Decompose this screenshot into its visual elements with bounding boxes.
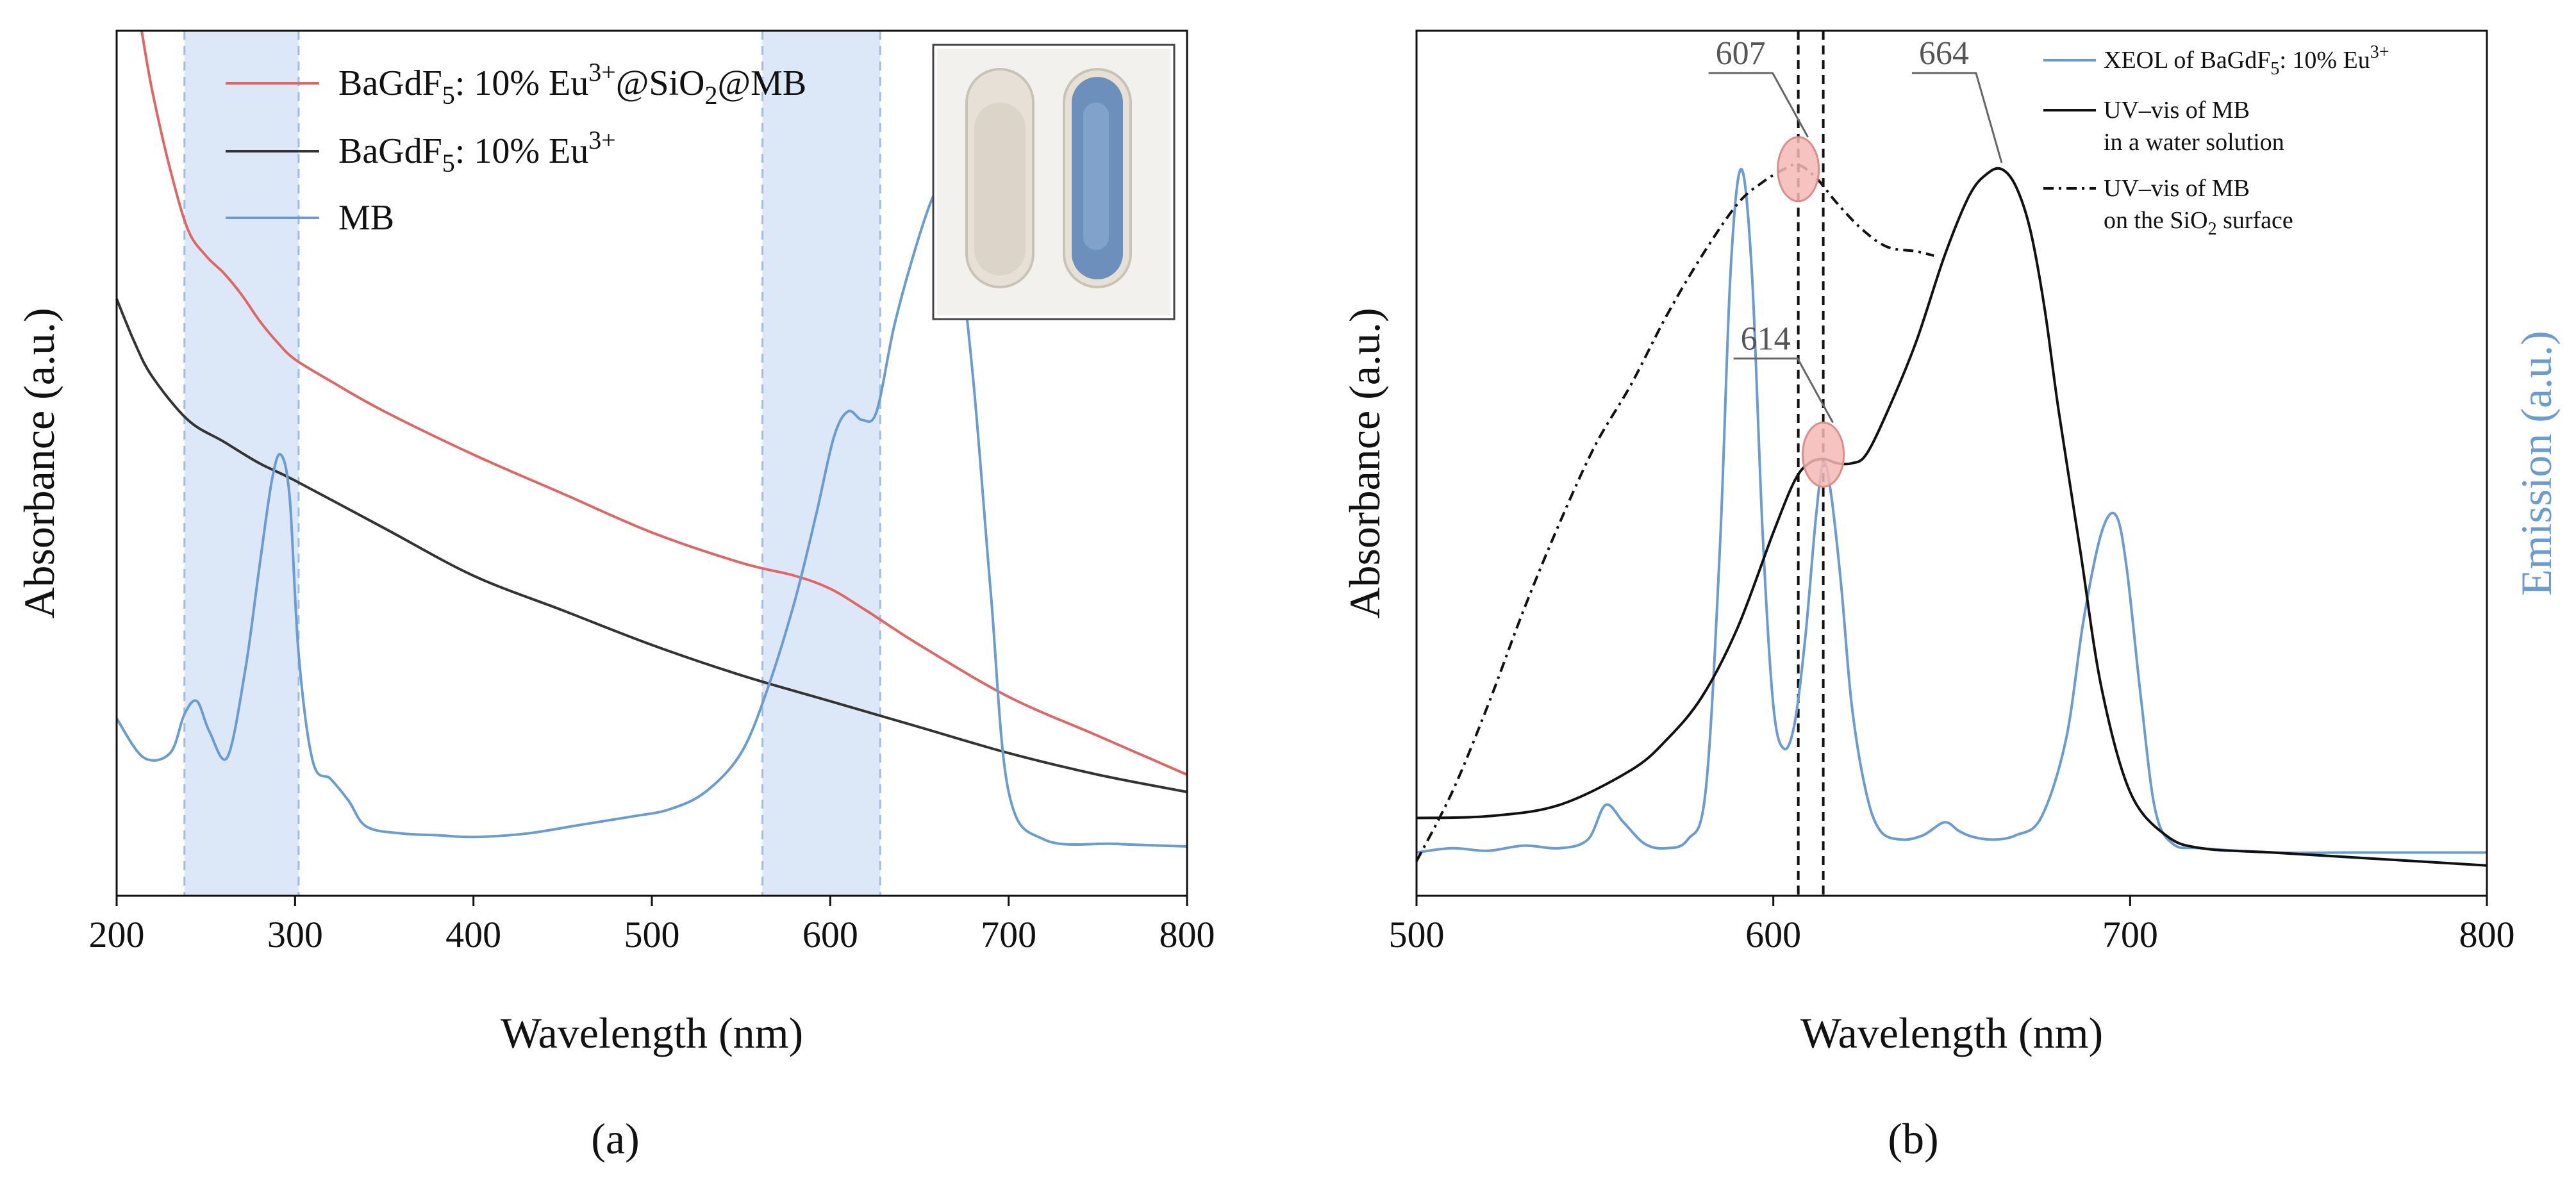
legend-label-a-2: BaGdF5: 10% Eu3+ [338, 126, 616, 177]
x-b-tick-label-500: 500 [1389, 914, 1445, 955]
plot-frame-b [1415, 29, 2488, 897]
peak-label-614: 614 [1741, 321, 1791, 358]
peak-leader-614 [1733, 358, 1834, 424]
x-a-tick-label-800: 800 [1159, 914, 1215, 955]
x-axis-label-b: Wavelength (nm) [1800, 1009, 2103, 1057]
inset-photo [932, 44, 1176, 320]
b-series-1 [1416, 168, 2487, 854]
legend-label-b-3-line2: on the SiO2 surface [2104, 207, 2293, 239]
peak-marker-614 [1802, 422, 1845, 488]
a-series-2 [115, 298, 1188, 793]
x-b-tick-label-800: 800 [2459, 914, 2515, 955]
y-axis-label-right-b: Emission (a.u.) [2512, 331, 2561, 596]
highlight-band-2 [762, 31, 881, 896]
legend-label-b-2-line1: UV–vis of MB [2104, 97, 2250, 124]
x-ticks-b: 500 600 700 800 [1389, 896, 2515, 955]
x-a-tick-label-300: 300 [267, 914, 323, 955]
peak-leader-607 [1708, 72, 1809, 138]
series-layer-b [1415, 163, 2488, 867]
panel-b: 607 614 664 500 600 700 800 XEOL of BaGdF5: 1… [1340, 29, 2561, 1163]
peak-annotations: 607 614 664 [1708, 35, 2003, 488]
peak-label-607: 607 [1716, 35, 1766, 72]
panel-label-a: (a) [591, 1114, 639, 1163]
b-series-3 [1415, 163, 1934, 862]
peak-marker-607 [1777, 136, 1820, 202]
a-series-1 [140, 30, 1188, 776]
x-axis-label-a: Wavelength (nm) [501, 1009, 803, 1057]
x-a-tick-label-700: 700 [981, 914, 1036, 955]
x-b-tick-label-700: 700 [2102, 914, 2158, 955]
x-a-tick-label-400: 400 [445, 914, 501, 955]
panel-a: 200 300 400 500 600 700 800 BaGdF5: 10% Eu3+@S… [15, 29, 1215, 1163]
legend-label-a-1: BaGdF5: 10% Eu3+@SiO2@MB [338, 58, 806, 110]
legend-label-b-3-line1: UV–vis of MB [2104, 175, 2250, 202]
peak-label-664: 664 [1919, 35, 1969, 72]
highlight-band-1 [184, 31, 299, 896]
b-series-2 [1416, 167, 2488, 867]
legend-b: XEOL of BaGdF5: 10% Eu3+ UV–vis of MB in… [2043, 42, 2389, 239]
y-axis-label-b: Absorbance (a.u.) [1340, 308, 1389, 618]
legend-label-a-3: MB [338, 198, 394, 238]
y-axis-label-a: Absorbance (a.u.) [15, 308, 63, 618]
peak-leader-664 [1911, 72, 2003, 163]
panel-label-b: (b) [1888, 1114, 1938, 1163]
legend-a: BaGdF5: 10% Eu3+@SiO2@MB BaGdF5: 10% Eu3… [226, 58, 806, 238]
x-ticks-a: 200 300 400 500 600 700 800 [89, 896, 1215, 955]
legend-label-b-2-line2: in a water solution [2104, 129, 2284, 156]
legend-label-b-1: XEOL of BaGdF5: 10% Eu3+ [2104, 42, 2389, 79]
x-a-tick-label-500: 500 [624, 914, 680, 955]
x-a-tick-label-200: 200 [89, 914, 145, 955]
highlight-bands [183, 31, 881, 896]
x-a-tick-label-600: 600 [802, 914, 858, 955]
x-b-tick-label-600: 600 [1745, 914, 1801, 955]
